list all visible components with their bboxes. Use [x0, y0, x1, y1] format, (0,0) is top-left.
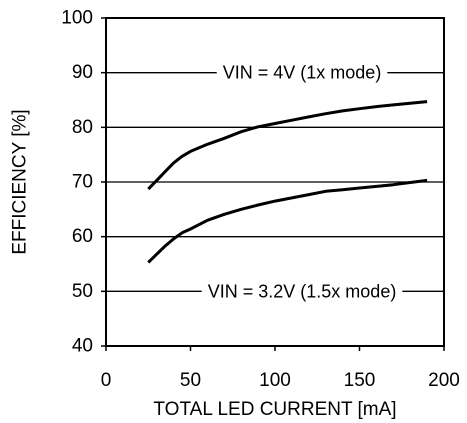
y-tick-label: 60 — [72, 226, 93, 247]
x-tick-label: 0 — [101, 370, 112, 391]
y-axis-label: EFFICIENCY [%] — [10, 109, 31, 254]
series-lines — [147, 100, 428, 264]
x-tick-label: 200 — [428, 370, 460, 391]
annotations: VIN = 4V (1x mode) VIN = 3.2V (1.5x mode) — [208, 63, 397, 302]
series-line-1 — [147, 100, 428, 191]
y-tick-label: 50 — [72, 281, 93, 302]
x-tick-label: 50 — [180, 370, 201, 391]
y-tick-label: 70 — [72, 172, 93, 193]
annotation-label: VIN = 3.2V (1.5x mode) — [208, 281, 397, 301]
y-tick-label: 80 — [72, 117, 93, 138]
plot-area-frame — [105, 17, 445, 347]
x-tick-label: 150 — [344, 370, 376, 391]
annotation-label: VIN = 4V (1x mode) — [223, 63, 382, 83]
axis-ticks: 40 50 60 70 80 90 100 0 50 100 150 200 — [61, 8, 460, 392]
y-tick-label: 100 — [61, 8, 93, 29]
gridlines — [106, 72, 444, 292]
x-tick-label: 100 — [259, 370, 291, 391]
y-tick-label: 90 — [72, 62, 93, 83]
y-tick-label: 40 — [72, 336, 93, 357]
series-line-2 — [147, 178, 428, 264]
x-axis-label: TOTAL LED CURRENT [mA] — [153, 399, 396, 420]
